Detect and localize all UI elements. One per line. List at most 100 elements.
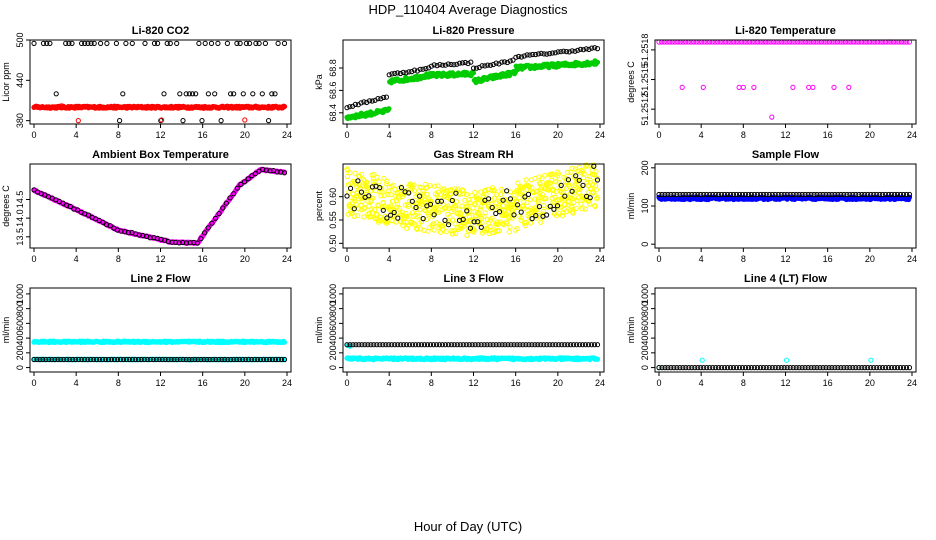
x-tick-label: 16 [823, 130, 833, 140]
data-point [366, 98, 373, 104]
data-point [468, 59, 474, 65]
x-axis: 0 4 8 12 16 20 24 [656, 372, 917, 388]
data-point [164, 40, 170, 47]
data-point [237, 40, 243, 47]
data-point [464, 191, 470, 197]
data-point [561, 196, 568, 202]
data-point [388, 192, 394, 198]
data-point [656, 191, 662, 198]
data-point [745, 191, 752, 198]
y-tick-label: 380 [15, 113, 25, 128]
data-point [364, 180, 370, 186]
data-point [360, 195, 366, 201]
data-point [63, 40, 69, 47]
data-point [344, 105, 350, 111]
data-point [272, 91, 278, 97]
data-point [429, 199, 435, 205]
data-point [527, 215, 533, 221]
data-point [524, 199, 530, 205]
y-tick-label: 1000 [640, 284, 650, 304]
series-cyan [31, 338, 288, 346]
data-point [423, 216, 430, 222]
data-point [352, 101, 358, 108]
data-point [491, 187, 497, 193]
data-point [489, 204, 495, 211]
data-point [679, 84, 685, 91]
data-point [465, 60, 471, 67]
data-point [79, 40, 85, 47]
plot-frame [654, 39, 917, 125]
data-point [223, 200, 229, 206]
data-point [555, 171, 562, 177]
data-point [281, 40, 288, 47]
data-points [31, 40, 288, 124]
data-points [656, 357, 913, 371]
data-point [375, 96, 381, 102]
y-axis: 68.4 68.6 68.8 [328, 59, 343, 122]
data-point [594, 356, 601, 362]
data-point [478, 224, 484, 230]
data-point [478, 189, 484, 195]
x-tick-label: 12 [468, 254, 478, 264]
data-point [530, 51, 536, 58]
data-point [177, 91, 183, 97]
data-point [449, 197, 455, 204]
y-axis-label: degrees C [626, 61, 636, 103]
data-point [481, 199, 487, 206]
data-point [234, 185, 240, 191]
data-point [422, 207, 428, 213]
data-point [218, 118, 224, 124]
y-tick-label: 68.4 [328, 104, 338, 122]
data-point [67, 203, 73, 210]
y-axis-label: ml/min [626, 193, 636, 220]
data-point [269, 91, 275, 97]
data-point [471, 227, 477, 233]
x-tick-label: 4 [74, 130, 79, 140]
data-point [841, 191, 847, 198]
data-point [579, 206, 585, 212]
data-point [437, 192, 443, 198]
data-point [414, 226, 420, 232]
data-point [536, 195, 542, 201]
data-point [457, 60, 463, 66]
data-point [227, 195, 233, 201]
data-point [58, 103, 65, 109]
data-point [437, 62, 443, 68]
data-point [161, 91, 167, 97]
data-point [493, 60, 499, 66]
data-point [403, 70, 409, 76]
data-point [380, 207, 386, 213]
data-point [472, 189, 478, 196]
data-point [853, 191, 859, 198]
x-tick-label: 20 [553, 254, 563, 264]
data-point [856, 191, 862, 198]
data-point [874, 191, 880, 198]
data-point [379, 189, 385, 195]
data-point [199, 118, 205, 124]
data-point [53, 91, 59, 97]
data-point [85, 40, 91, 47]
data-point [906, 191, 913, 198]
data-point [262, 40, 268, 47]
data-point [431, 183, 437, 189]
data-point [561, 48, 567, 54]
y-tick-label: 14.0 [15, 209, 25, 227]
panel-title: Li-820 Temperature [735, 25, 836, 37]
data-point [540, 208, 547, 214]
data-point [683, 191, 689, 198]
data-point [831, 84, 837, 91]
data-point [436, 209, 442, 215]
data-point [159, 117, 165, 123]
plot-frame [654, 163, 917, 249]
figure-title: HDP_110404 Average Diagnostics [369, 2, 568, 17]
data-point [447, 214, 453, 220]
data-point [572, 48, 578, 54]
data-point [113, 40, 120, 47]
data-point [435, 183, 441, 189]
data-point [453, 230, 459, 236]
data-point [428, 63, 434, 69]
panel-title: Sample Flow [752, 149, 820, 161]
data-point [458, 223, 464, 229]
data-point [742, 191, 749, 198]
panel-sampleflow: Sample Flow 0 4 8 12 16 20 24 0 100 200 ml/min [626, 149, 917, 264]
